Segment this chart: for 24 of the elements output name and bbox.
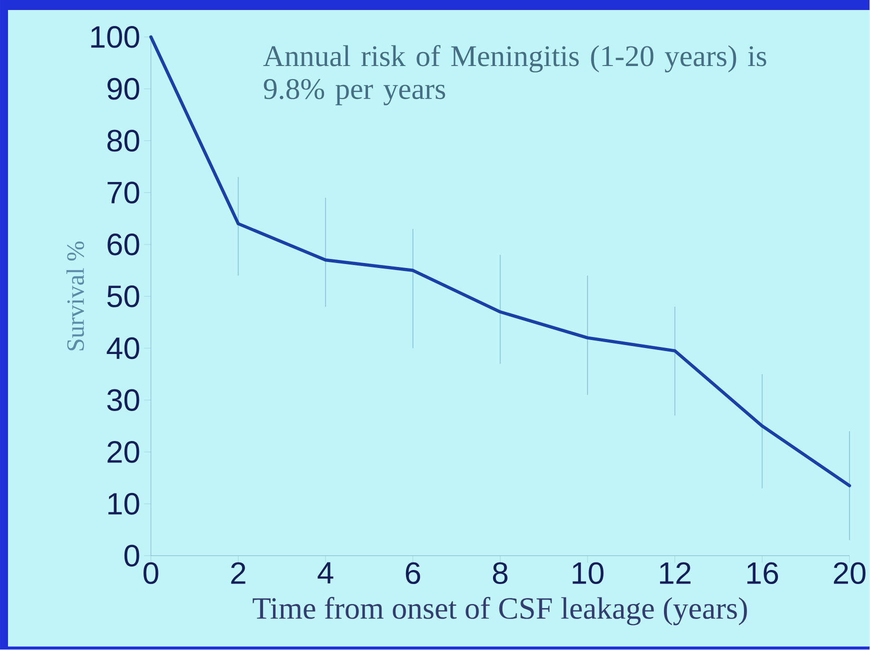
x-tick-label: 20 xyxy=(834,562,866,584)
y-tick-label: 100 xyxy=(91,26,140,48)
x-tick-label: 0 xyxy=(144,562,158,584)
y-tick-label: 50 xyxy=(107,286,140,308)
y-tick-label: 10 xyxy=(108,493,140,515)
y-tick-label: 40 xyxy=(106,337,140,360)
x-tick-label: 6 xyxy=(406,562,420,584)
y-tick-label: 20 xyxy=(108,441,140,464)
x-tick-label: 4 xyxy=(318,562,334,584)
x-tick-label: 16 xyxy=(747,562,778,584)
y-tick-label: 80 xyxy=(107,130,140,152)
y-tick-label: 70 xyxy=(108,182,140,204)
y-tick-label: 30 xyxy=(107,389,140,412)
x-tick-label: 10 xyxy=(572,562,604,584)
annotation: Annual risk of Meningitis (1-20 years) is 9.8% per years xyxy=(263,45,766,106)
x-tick-label: 12 xyxy=(660,562,690,584)
x-axis-title: Time from onset of CSF leakage (years) xyxy=(252,597,747,626)
x-tick-label: 2 xyxy=(231,562,246,584)
y-tick-label: 90 xyxy=(108,78,140,100)
y-tick-label: 0 xyxy=(124,544,140,567)
x-tick-label: 8 xyxy=(492,562,508,584)
line-series xyxy=(149,36,852,488)
y-axis-title: Survival % xyxy=(66,242,84,350)
y-tick-label: 60 xyxy=(108,234,140,256)
